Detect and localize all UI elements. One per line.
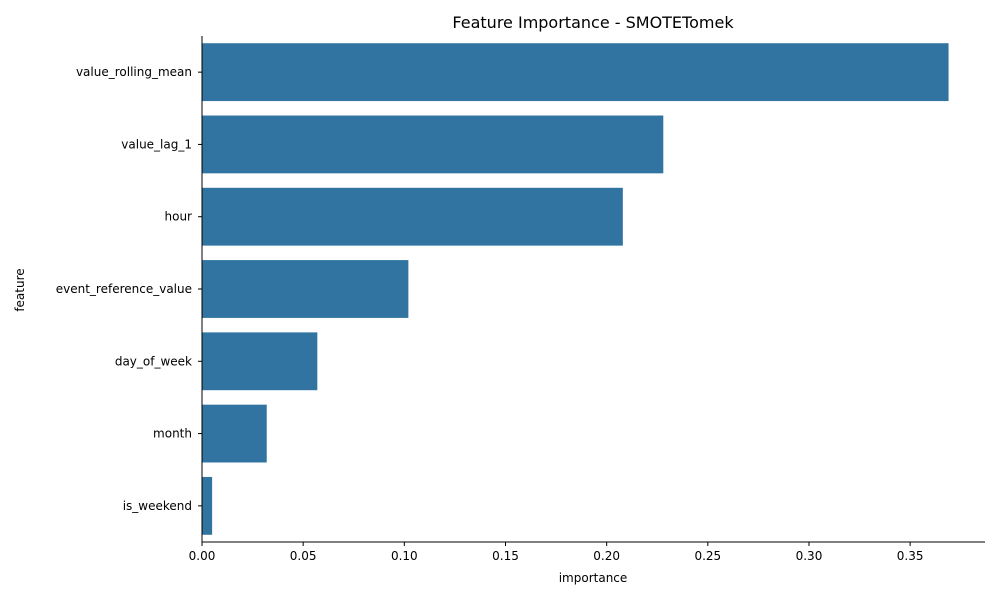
x-tick-label: 0.15 [492,549,519,563]
y-tick-label: event_reference_value [56,282,192,296]
x-axis-title: importance [559,571,628,585]
x-tick-label: 0.05 [290,549,317,563]
bar-is-weekend [202,476,213,535]
x-tick-label: 0.00 [189,549,216,563]
x-axis-ticks: 0.00 0.05 0.10 0.15 0.20 0.25 0.30 0.35 [189,542,924,563]
y-tick-label: month [153,427,192,441]
bar-value-lag-1 [202,115,664,174]
x-tick-label: 0.30 [796,549,823,563]
bar-value-rolling-mean [202,43,949,102]
x-tick-label: 0.20 [593,549,620,563]
x-tick-label: 0.35 [897,549,924,563]
bar-day-of-week [202,332,318,391]
x-tick-label: 0.10 [391,549,418,563]
y-tick-label: is_weekend [123,499,192,513]
bars-group [202,43,949,535]
x-tick-label: 0.25 [694,549,721,563]
y-tick-label: value_lag_1 [121,137,192,151]
y-tick-label: value_rolling_mean [76,65,192,79]
bar-month [202,404,267,463]
y-axis-title: feature [13,268,27,311]
bar-hour [202,187,623,246]
y-tick-label: day_of_week [115,354,192,368]
y-tick-label: hour [165,210,193,224]
chart-title: Feature Importance - SMOTETomek [452,13,734,32]
bar-event-reference-value [202,260,409,318]
